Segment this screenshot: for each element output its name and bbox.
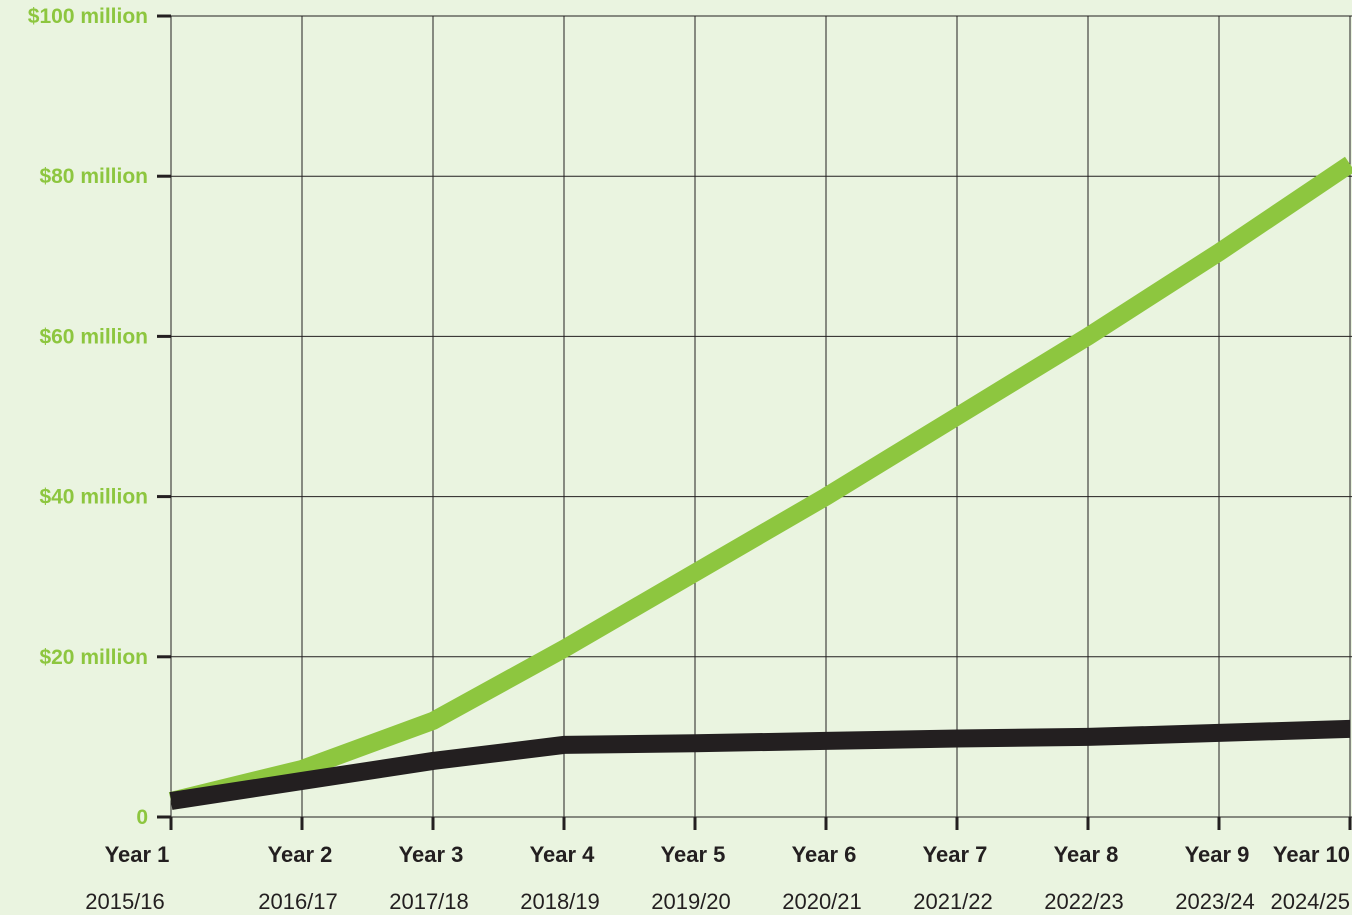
y-tick-label-3: $60 million: [39, 325, 148, 348]
x-tick-label-3: Year 4: [530, 842, 596, 867]
x-sublabel-9: 2024/25: [1270, 889, 1350, 914]
x-tick-label-2: Year 3: [399, 842, 464, 867]
y-tick-label-2: $40 million: [39, 486, 148, 509]
x-tick-label-5: Year 6: [792, 842, 857, 867]
x-tick-label-7: Year 8: [1054, 842, 1119, 867]
x-tick-label-8: Year 9: [1185, 842, 1250, 867]
x-sublabel-5: 2020/21: [782, 889, 862, 914]
x-sublabel-3: 2018/19: [520, 889, 600, 914]
x-sublabel-2: 2017/18: [389, 889, 469, 914]
y-tick-label-5: $100 million: [28, 5, 148, 28]
x-sublabel-6: 2021/22: [913, 889, 993, 914]
y-tick-label-1: $20 million: [39, 646, 148, 669]
x-tick-label-1: Year 2: [268, 842, 333, 867]
x-sublabel-8: 2023/24: [1175, 889, 1255, 914]
x-tick-label-6: Year 7: [923, 842, 988, 867]
x-tick-label-0: Year 1: [105, 842, 170, 867]
x-tick-label-9: Year 10: [1273, 842, 1350, 867]
x-tick-label-4: Year 5: [661, 842, 726, 867]
y-tick-label-0: 0: [136, 806, 148, 829]
x-sublabel-0: 2015/16: [85, 889, 165, 914]
y-tick-label-4: $80 million: [39, 165, 148, 188]
series-line-0: [168, 156, 1352, 810]
x-sublabel-7: 2022/23: [1044, 889, 1124, 914]
x-sublabel-1: 2016/17: [258, 889, 338, 914]
series-line-1: [169, 719, 1351, 810]
x-sublabel-4: 2019/20: [651, 889, 731, 914]
